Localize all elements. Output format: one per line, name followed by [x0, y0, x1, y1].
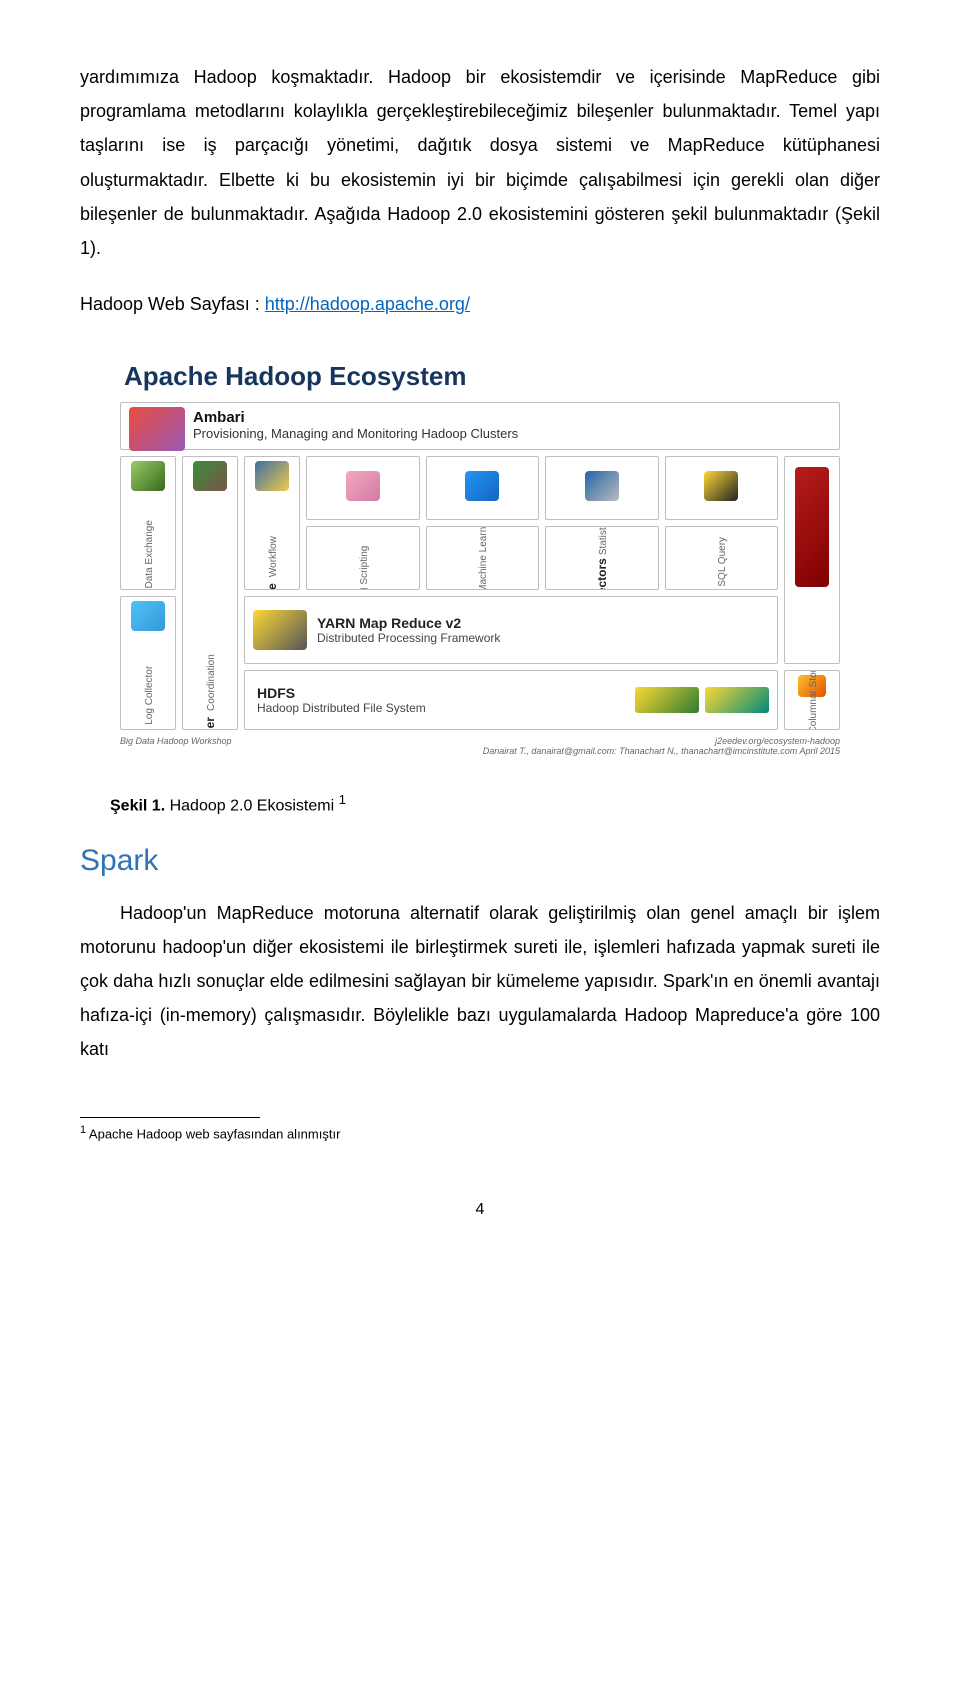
box-pig: Pig Scripting	[306, 526, 420, 590]
sqoop-sub: Data Exchange	[144, 520, 155, 588]
mid-label-row: Pig Scripting Mahout Machine Learning R …	[306, 526, 778, 590]
hdfs-logos	[635, 687, 769, 713]
credit-names: Danairat T., danairat@gmail.com: Thanach…	[483, 746, 840, 756]
heading-spark: Spark	[80, 844, 880, 878]
hbase-sub: Columnar Store	[808, 670, 819, 730]
ambari-desc: Provisioning, Managing and Monitoring Ha…	[193, 426, 829, 441]
yarn-name: YARN Map Reduce v2	[317, 615, 767, 631]
hive-icon	[704, 471, 738, 501]
box-flume: Flume Log Collector	[120, 596, 176, 730]
page-number: 4	[80, 1201, 880, 1219]
icon-pig-cell	[306, 456, 420, 520]
figure-caption: Şekil 1. Hadoop 2.0 Ekosistemi 1	[110, 792, 880, 815]
credit-left: Big Data Hadoop Workshop	[120, 736, 232, 756]
icon-r-cell	[545, 456, 659, 520]
footnote-text: Apache Hadoop web sayfasından alınmıştır	[86, 1126, 340, 1141]
hadoop-link[interactable]: http://hadoop.apache.org/	[265, 294, 470, 314]
ambari-icon	[129, 407, 185, 451]
rconn-sub: Statistics	[598, 526, 609, 555]
mahout-icon	[465, 471, 499, 501]
caption-sup: 1	[339, 792, 346, 807]
figure-ecosystem: Apache Hadoop Ecosystem Ambari Provision…	[120, 361, 840, 756]
box-mahout: Mahout Machine Learning	[426, 526, 540, 590]
rconn-name: R Connectors	[595, 559, 609, 591]
credit-src: j2eedev.org/ecosystem-hadoop	[483, 736, 840, 746]
zookeeper-icon	[193, 461, 227, 491]
web-label: Hadoop Web Sayfası :	[80, 294, 265, 314]
mid-icon-row	[306, 456, 778, 520]
mapreduce-icon	[253, 610, 307, 650]
hdfs-logo-2	[705, 687, 769, 713]
pig-icon	[346, 471, 380, 501]
hive-sub: SQL Query	[717, 537, 728, 587]
ecosystem-grid: Sqoop Data Exchange Flume Log Collector …	[120, 456, 840, 730]
ambari-name: Ambari	[193, 409, 829, 426]
paragraph-spark: Hadoop'un MapReduce motoruna alternatif …	[80, 896, 880, 1067]
pig-name: Pig	[356, 588, 370, 590]
zookeeper-name: Zookeeper	[203, 717, 217, 730]
sqoop-icon	[131, 461, 165, 491]
flume-icon	[131, 601, 165, 631]
mahout-sub: Machine Learning	[478, 526, 489, 590]
box-hdfs: HDFS Hadoop Distributed File System	[244, 670, 778, 730]
oozie-icon	[255, 461, 289, 491]
box-zookeeper: Zookeeper Coordination	[182, 456, 238, 730]
box-sqoop: Sqoop Data Exchange	[120, 456, 176, 590]
figure-credit: Big Data Hadoop Workshop j2eedev.org/eco…	[120, 736, 840, 756]
caption-rest: Hadoop 2.0 Ekosistemi	[165, 798, 338, 815]
icon-hive-cell	[665, 456, 779, 520]
box-hbase: Hbase Columnar Store	[784, 670, 840, 730]
ecosystem-title: Apache Hadoop Ecosystem	[124, 361, 840, 392]
oozie-sub: Workflow	[268, 536, 279, 577]
hdfs-logo-1	[635, 687, 699, 713]
oozie-name: Oozie	[265, 584, 279, 591]
caption-bold: Şekil 1.	[110, 798, 165, 815]
footnote: 1 Apache Hadoop web sayfasından alınmışt…	[80, 1124, 880, 1141]
box-oozie: Oozie Workflow	[244, 456, 300, 590]
flume-sub: Log Collector	[144, 666, 155, 725]
box-ambari: Ambari Provisioning, Managing and Monito…	[120, 402, 840, 450]
box-hbase-logo	[784, 456, 840, 664]
pig-sub: Scripting	[359, 546, 370, 585]
r-icon	[585, 471, 619, 501]
hadoop-web-line: Hadoop Web Sayfası : http://hadoop.apach…	[80, 287, 880, 321]
paragraph-intro: yardımımıza Hadoop koşmaktadır. Hadoop b…	[80, 60, 880, 265]
yarn-desc: Distributed Processing Framework	[317, 631, 767, 645]
box-hive: Hive SQL Query	[665, 526, 779, 590]
box-yarn: YARN Map Reduce v2 Distributed Processin…	[244, 596, 778, 664]
hbase-icon	[795, 467, 829, 587]
box-rconn: R Connectors Statistics	[545, 526, 659, 590]
footnote-separator	[80, 1117, 260, 1118]
zookeeper-sub: Coordination	[206, 655, 217, 712]
icon-mahout-cell	[426, 456, 540, 520]
